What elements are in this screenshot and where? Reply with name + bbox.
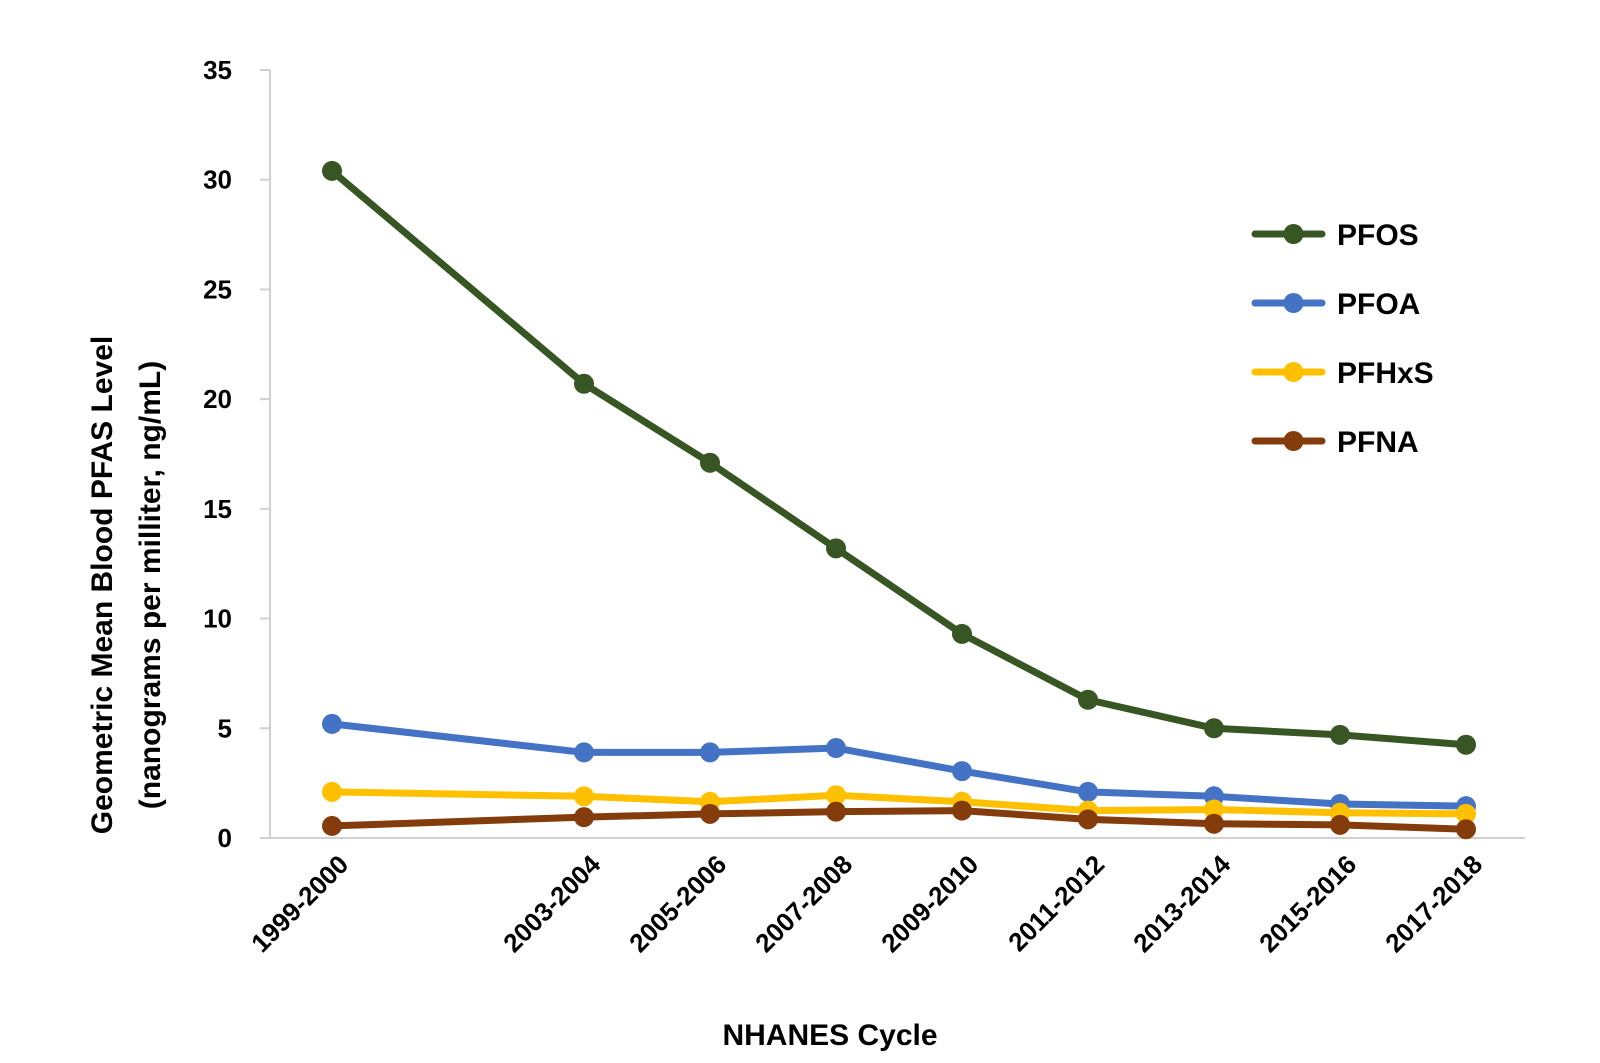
- series-line: [328, 167, 1470, 749]
- y-axis-title-line-1: Geometric Mean Blood PFAS Level: [86, 336, 119, 834]
- data-point: [1078, 689, 1098, 710]
- data-point: [574, 786, 594, 807]
- x-tick-label: 2005-2006: [623, 849, 732, 958]
- data-point: [1204, 813, 1224, 834]
- y-axis-title: Geometric Mean Blood PFAS Level (nanogra…: [86, 336, 167, 834]
- data-point: [574, 742, 594, 763]
- legend-item-pfoa: PFOA: [1251, 288, 1420, 321]
- data-point: [700, 803, 720, 824]
- legend-item-pfhxs: PFHxS: [1251, 357, 1434, 390]
- data-point: [1456, 819, 1476, 840]
- series-pfna: [322, 800, 1476, 840]
- data-point: [826, 801, 846, 822]
- x-tick-label: 2011-2012: [1002, 849, 1110, 957]
- data-point: [826, 738, 846, 759]
- data-point: [1456, 803, 1476, 824]
- y-axis-title-line-2: (nanograms per milliter, ng/mL): [134, 361, 167, 809]
- data-point: [322, 713, 342, 734]
- y-tick-label: 35: [203, 55, 232, 85]
- x-tick-labels: 1999-2000 2003-2004 2005-2006 2007-2008 2009…: [245, 849, 1488, 959]
- data-point: [1204, 799, 1224, 820]
- data-point: [1078, 781, 1098, 802]
- data-point: [1456, 734, 1476, 755]
- x-tick-label: 2007-2008: [749, 849, 858, 958]
- data-point: [952, 761, 972, 782]
- data-point: [322, 160, 342, 181]
- data-point: [952, 623, 972, 644]
- data-point: [952, 800, 972, 821]
- x-tick-label: 1999-2000: [245, 849, 354, 958]
- x-tick-label: 2013-2014: [1127, 849, 1237, 959]
- y-tick-label: 25: [203, 274, 232, 304]
- series-pfos: [322, 160, 1476, 755]
- data-point: [1330, 724, 1350, 745]
- y-tick-label: 10: [203, 604, 232, 634]
- legend-swatch-marker: [1283, 293, 1304, 313]
- legend-label: PFNA: [1337, 426, 1419, 459]
- axes: [269, 70, 1525, 839]
- data-point: [826, 785, 846, 806]
- data-point: [1330, 814, 1350, 835]
- legend-item-pfna: PFNA: [1251, 426, 1419, 459]
- legend-label: PFOA: [1337, 288, 1420, 321]
- legend-label: PFHxS: [1337, 357, 1434, 390]
- x-tick-label: 2017-2018: [1379, 849, 1488, 958]
- y-tick-label: 30: [203, 165, 232, 195]
- x-axis-title: NHANES Cycle: [722, 1019, 937, 1052]
- legend-swatch-marker: [1283, 431, 1304, 451]
- y-tick-labels: 0 5 10 15 20 25 30 35: [203, 55, 270, 853]
- y-tick-label: 20: [203, 384, 232, 414]
- y-tick-label: 15: [203, 494, 232, 524]
- legend-swatch-marker: [1283, 362, 1304, 382]
- series-layer: [322, 160, 1476, 840]
- data-point: [1078, 809, 1098, 830]
- y-tick-label: 5: [218, 713, 232, 743]
- x-tick-label: 2009-2010: [875, 849, 984, 958]
- x-tick-label: 2015-2016: [1253, 849, 1362, 958]
- x-tick-label: 2003-2004: [497, 849, 607, 959]
- data-point: [322, 815, 342, 836]
- data-point: [574, 373, 594, 394]
- data-point: [700, 742, 720, 763]
- legend: PFOS PFOA PFHxS PFNA: [1251, 219, 1434, 459]
- data-point: [574, 807, 594, 828]
- data-point: [322, 781, 342, 802]
- legend-item-pfos: PFOS: [1251, 219, 1419, 252]
- data-point: [826, 538, 846, 559]
- data-point: [700, 452, 720, 473]
- legend-swatch-marker: [1283, 224, 1304, 244]
- data-point: [1204, 718, 1224, 739]
- legend-label: PFOS: [1337, 219, 1419, 252]
- y-tick-label: 0: [218, 823, 232, 853]
